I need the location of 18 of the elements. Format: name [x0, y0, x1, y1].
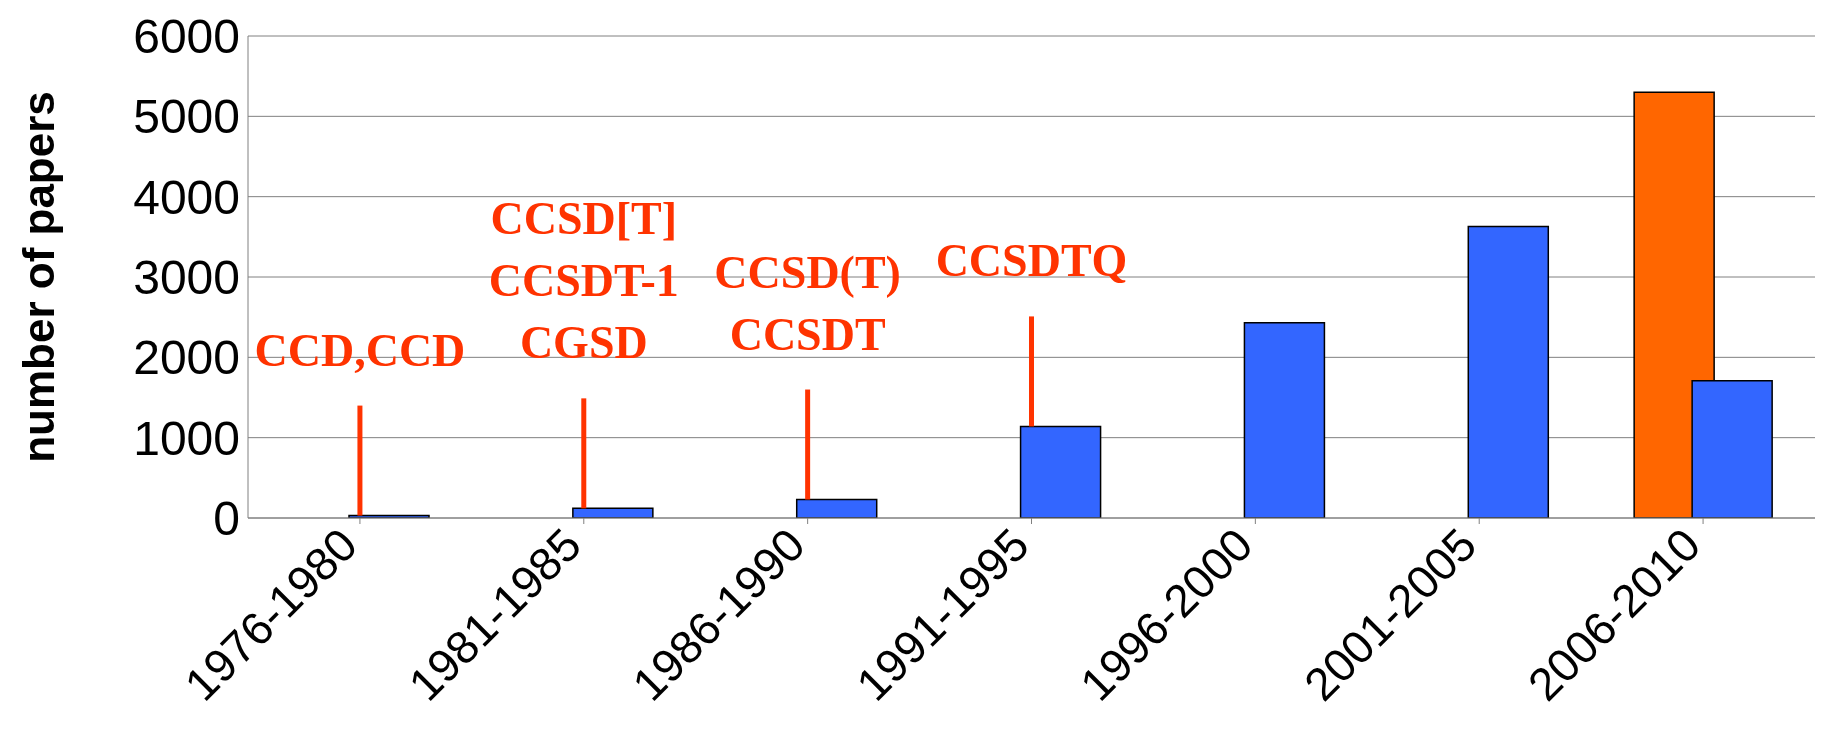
annotation: CCSDTQ: [935, 235, 1128, 287]
y-tick-label: 5000: [133, 90, 240, 144]
y-tick-label: 2000: [133, 331, 240, 385]
y-tick-label: 4000: [133, 170, 240, 224]
annotation: CCSD[T]: [490, 193, 678, 245]
y-tick-label: 3000: [133, 251, 240, 305]
annotation: CCSDT-1: [488, 255, 679, 307]
bar: [1243, 322, 1326, 518]
annotation: CCSD(T): [714, 246, 901, 298]
y-tick-label: 6000: [133, 10, 240, 64]
annotation: CCD,CCD: [254, 324, 466, 376]
bar: [795, 498, 878, 518]
y-axis-title: number of papers: [13, 91, 63, 463]
bar: [1019, 425, 1102, 518]
annotation: CCSDT: [729, 308, 886, 360]
y-tick-label: 1000: [133, 411, 240, 465]
bar: [1467, 225, 1550, 518]
annotation: CGSD: [519, 317, 648, 369]
